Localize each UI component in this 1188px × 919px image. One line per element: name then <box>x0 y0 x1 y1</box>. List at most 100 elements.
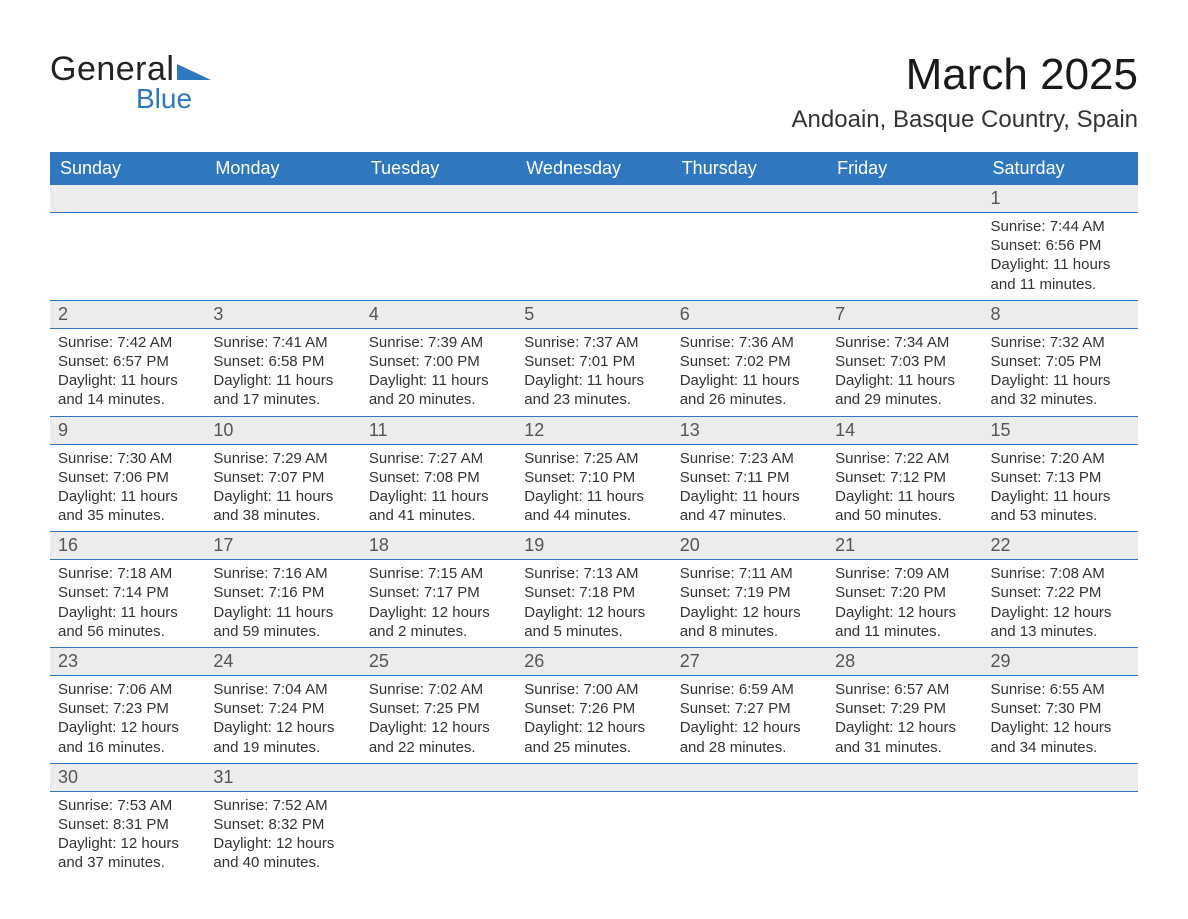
sunset-line: Sunset: 7:17 PM <box>369 583 508 602</box>
week-daynum-row: 9101112131415 <box>50 416 1138 444</box>
day-content: Sunrise: 7:42 AMSunset: 6:57 PMDaylight:… <box>50 329 205 416</box>
sunrise-line: Sunrise: 7:02 AM <box>369 680 508 699</box>
day-content-cell: Sunrise: 7:52 AMSunset: 8:32 PMDaylight:… <box>205 791 360 878</box>
week-content-row: Sunrise: 7:44 AMSunset: 6:56 PMDaylight:… <box>50 213 1138 301</box>
daylight-line: Daylight: 11 hours and 56 minutes. <box>58 603 197 641</box>
page: General Blue March 2025 Andoain, Basque … <box>0 0 1188 919</box>
daylight-line: Daylight: 11 hours and 20 minutes. <box>369 371 508 409</box>
day-header: Monday <box>205 152 360 185</box>
day-number-cell: 14 <box>827 416 982 444</box>
day-content-cell: Sunrise: 7:08 AMSunset: 7:22 PMDaylight:… <box>983 560 1138 648</box>
day-number: 17 <box>205 532 360 559</box>
sunrise-line: Sunrise: 7:15 AM <box>369 564 508 583</box>
day-content-cell: Sunrise: 7:36 AMSunset: 7:02 PMDaylight:… <box>672 328 827 416</box>
sunrise-line: Sunrise: 7:04 AM <box>213 680 352 699</box>
day-number: 16 <box>50 532 205 559</box>
day-number <box>827 185 982 211</box>
logo-triangle-icon <box>177 58 211 85</box>
sunset-line: Sunset: 7:30 PM <box>991 699 1130 718</box>
week-daynum-row: 2345678 <box>50 300 1138 328</box>
day-number-cell: 2 <box>50 300 205 328</box>
sunrise-line: Sunrise: 7:52 AM <box>213 796 352 815</box>
day-content: Sunrise: 6:57 AMSunset: 7:29 PMDaylight:… <box>827 676 982 763</box>
daylight-line: Daylight: 12 hours and 16 minutes. <box>58 718 197 756</box>
sunset-line: Sunset: 7:19 PM <box>680 583 819 602</box>
day-content: Sunrise: 7:32 AMSunset: 7:05 PMDaylight:… <box>983 329 1138 416</box>
title-block: March 2025 Andoain, Basque Country, Spai… <box>792 50 1138 134</box>
day-content: Sunrise: 7:11 AMSunset: 7:19 PMDaylight:… <box>672 560 827 647</box>
day-number-cell: 22 <box>983 532 1138 560</box>
day-content-cell <box>516 791 671 878</box>
day-content-cell <box>205 213 360 301</box>
sunset-line: Sunset: 7:07 PM <box>213 468 352 487</box>
day-number-cell: 30 <box>50 763 205 791</box>
sunrise-line: Sunrise: 7:25 AM <box>524 449 663 468</box>
day-content: Sunrise: 7:15 AMSunset: 7:17 PMDaylight:… <box>361 560 516 647</box>
day-number: 9 <box>50 417 205 444</box>
day-number: 27 <box>672 648 827 675</box>
sunrise-line: Sunrise: 7:37 AM <box>524 333 663 352</box>
day-number: 4 <box>361 301 516 328</box>
day-content-cell: Sunrise: 7:37 AMSunset: 7:01 PMDaylight:… <box>516 328 671 416</box>
day-number: 30 <box>50 764 205 791</box>
day-content: Sunrise: 7:23 AMSunset: 7:11 PMDaylight:… <box>672 445 827 532</box>
daylight-line: Daylight: 12 hours and 40 minutes. <box>213 834 352 872</box>
day-number-cell: 13 <box>672 416 827 444</box>
daylight-line: Daylight: 11 hours and 32 minutes. <box>991 371 1130 409</box>
day-number-cell: 6 <box>672 300 827 328</box>
day-number-cell <box>983 763 1138 791</box>
day-number: 31 <box>205 764 360 791</box>
day-content: Sunrise: 7:04 AMSunset: 7:24 PMDaylight:… <box>205 676 360 763</box>
day-number-cell: 25 <box>361 648 516 676</box>
day-number: 29 <box>983 648 1138 675</box>
sunrise-line: Sunrise: 7:00 AM <box>524 680 663 699</box>
sunset-line: Sunset: 7:20 PM <box>835 583 974 602</box>
day-content-cell <box>516 213 671 301</box>
day-content <box>827 792 982 866</box>
daylight-line: Daylight: 12 hours and 34 minutes. <box>991 718 1130 756</box>
day-content-cell: Sunrise: 7:09 AMSunset: 7:20 PMDaylight:… <box>827 560 982 648</box>
sunrise-line: Sunrise: 7:27 AM <box>369 449 508 468</box>
day-content <box>50 213 205 287</box>
day-content: Sunrise: 7:37 AMSunset: 7:01 PMDaylight:… <box>516 329 671 416</box>
sunset-line: Sunset: 7:22 PM <box>991 583 1130 602</box>
day-number-cell: 4 <box>361 300 516 328</box>
daylight-line: Daylight: 12 hours and 31 minutes. <box>835 718 974 756</box>
sunset-line: Sunset: 7:13 PM <box>991 468 1130 487</box>
sunset-line: Sunset: 6:57 PM <box>58 352 197 371</box>
day-number: 3 <box>205 301 360 328</box>
day-content: Sunrise: 7:02 AMSunset: 7:25 PMDaylight:… <box>361 676 516 763</box>
day-number-cell <box>205 185 360 213</box>
day-number-cell: 19 <box>516 532 671 560</box>
day-number: 14 <box>827 417 982 444</box>
day-content <box>672 213 827 287</box>
sunset-line: Sunset: 7:03 PM <box>835 352 974 371</box>
day-content: Sunrise: 7:18 AMSunset: 7:14 PMDaylight:… <box>50 560 205 647</box>
day-content <box>205 213 360 287</box>
day-number: 19 <box>516 532 671 559</box>
sunrise-line: Sunrise: 7:08 AM <box>991 564 1130 583</box>
daylight-line: Daylight: 12 hours and 25 minutes. <box>524 718 663 756</box>
day-header: Sunday <box>50 152 205 185</box>
header: General Blue March 2025 Andoain, Basque … <box>50 50 1138 134</box>
week-daynum-row: 23242526272829 <box>50 648 1138 676</box>
sunrise-line: Sunrise: 7:41 AM <box>213 333 352 352</box>
sunset-line: Sunset: 6:58 PM <box>213 352 352 371</box>
week-content-row: Sunrise: 7:53 AMSunset: 8:31 PMDaylight:… <box>50 791 1138 878</box>
day-content-cell <box>827 213 982 301</box>
day-number <box>361 764 516 790</box>
week-daynum-row: 16171819202122 <box>50 532 1138 560</box>
day-number <box>672 185 827 211</box>
sunset-line: Sunset: 7:11 PM <box>680 468 819 487</box>
sunset-line: Sunset: 7:27 PM <box>680 699 819 718</box>
sunset-line: Sunset: 7:02 PM <box>680 352 819 371</box>
sunset-line: Sunset: 7:12 PM <box>835 468 974 487</box>
sunset-line: Sunset: 7:25 PM <box>369 699 508 718</box>
day-number: 18 <box>361 532 516 559</box>
sunrise-line: Sunrise: 6:59 AM <box>680 680 819 699</box>
day-number-cell: 9 <box>50 416 205 444</box>
day-content-cell: Sunrise: 7:32 AMSunset: 7:05 PMDaylight:… <box>983 328 1138 416</box>
day-content-cell: Sunrise: 7:15 AMSunset: 7:17 PMDaylight:… <box>361 560 516 648</box>
sunrise-line: Sunrise: 7:30 AM <box>58 449 197 468</box>
day-number-cell <box>516 185 671 213</box>
